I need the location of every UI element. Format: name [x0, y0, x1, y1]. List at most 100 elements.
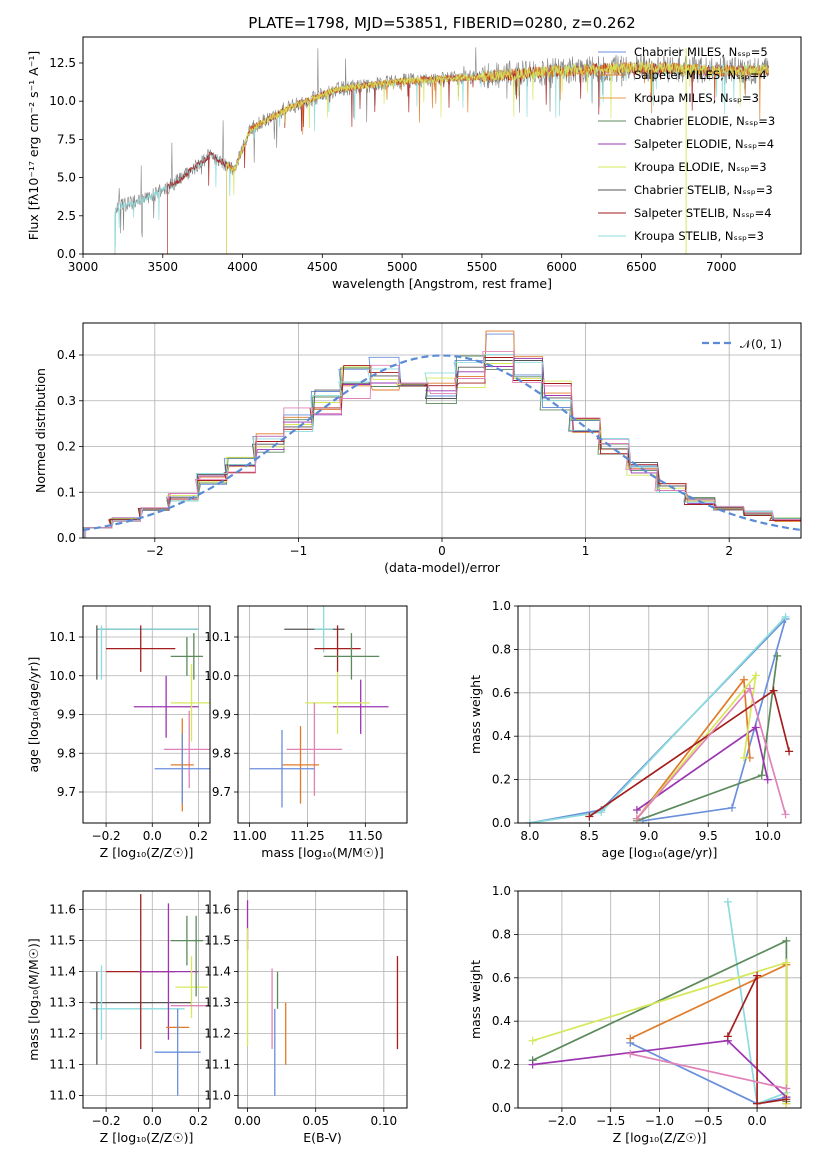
y-tick-label: 9.8: [57, 746, 76, 760]
y-tick-label: 0.3: [57, 394, 76, 408]
plot-area: [114, 47, 770, 254]
mass-weight-marker: [781, 612, 790, 621]
mass-weight-marker: [782, 936, 791, 945]
y-tick-label: 9.7: [212, 785, 231, 799]
axes-frame: [82, 36, 802, 255]
residual-histogram: [83, 330, 801, 529]
x-tick-label: 10.0: [754, 829, 781, 843]
age-vs-mass-panel: 11.00 11.25 11.50 9.7 9.8 9.9 10.0 10.1 mass [lo…: [204, 605, 408, 860]
mass-weight-marker: [597, 808, 606, 817]
x-axis-label: Z [log₁₀(Z/Z☉)]: [100, 845, 194, 860]
x-tick-label: 0.10: [370, 1114, 397, 1128]
y-tick-label: 5.0: [57, 171, 76, 185]
x-tick-label: 6000: [546, 260, 577, 274]
mass-weight-marker: [745, 684, 754, 693]
mass-weight-marker: [739, 675, 748, 684]
residual-histogram: [85, 351, 801, 538]
axes-frame: [82, 890, 211, 1109]
x-tick-label: 0.0: [748, 1114, 767, 1128]
axes-frame: [237, 890, 408, 1109]
y-tick-label: 11.4: [204, 965, 231, 979]
mass-weight-vs-age-panel: 8.0 8.5 9.0 9.5 10.0 0.0 0.2 0.4 0.6 0.8 1.0 age [l…: [468, 599, 802, 860]
mass-vs-extinction-panel: 0.00 0.05 0.10 11.0 11.1 11.2 11.3 11.4 11.5 11.6…: [204, 890, 408, 1145]
x-tick-label: 2: [725, 544, 733, 558]
x-tick-label: −2: [146, 544, 164, 558]
x-tick-label: 0.2: [189, 1114, 208, 1128]
y-axis-label: age [log₁₀(age/yr)]: [26, 657, 41, 773]
y-tick-label: 11.6: [204, 903, 231, 917]
mass-weight-marker: [739, 753, 748, 762]
plot-area: [89, 894, 210, 1096]
plot-area: [96, 625, 210, 812]
y-tick-label: 0.0: [57, 531, 76, 545]
x-axis-label: mass [log₁₀(M/M☉)]: [261, 845, 383, 860]
y-tick-label: 0.2: [492, 773, 511, 787]
x-tick-label: 4500: [307, 260, 338, 274]
x-axis-label: Z [log₁₀(Z/Z☉)]: [100, 1130, 194, 1145]
mass-weight-marker: [626, 1049, 635, 1058]
plot-area: [249, 606, 389, 808]
x-tick-label: −1: [290, 544, 308, 558]
mass-vs-metallicity-panel: −0.2 0.0 0.2 11.0 11.1 11.2 11.3 11.4 11.5 11.6 Z …: [26, 890, 211, 1145]
y-tick-label: 0.4: [492, 729, 511, 743]
y-tick-label: 0.0: [492, 816, 511, 830]
x-tick-label: 5000: [387, 260, 418, 274]
mass-weight-marker: [525, 819, 534, 823]
y-tick-label: 0.0: [57, 247, 76, 261]
x-tick-label: 0.00: [234, 1114, 261, 1128]
y-tick-label: 0.2: [57, 440, 76, 454]
residual-histogram: [83, 363, 801, 529]
y-tick-label: 11.2: [204, 1027, 231, 1041]
axes-frame: [517, 890, 802, 1109]
mass-weight-marker: [785, 747, 794, 756]
x-axis-label: Z [log₁₀(Z/Z☉)]: [613, 1130, 707, 1145]
y-tick-label: 10.1: [204, 630, 231, 644]
legend-entry: 𝒩(0, 1): [740, 337, 782, 351]
y-tick-label: 9.8: [212, 746, 231, 760]
axes-frame: [82, 322, 802, 539]
x-tick-label: −2.0: [547, 1114, 576, 1128]
y-tick-label: 11.0: [49, 1089, 76, 1103]
mass-weight-marker: [751, 671, 760, 680]
y-tick-label: 9.7: [57, 785, 76, 799]
x-tick-label: 0.05: [302, 1114, 329, 1128]
y-tick-label: 10.0: [49, 94, 76, 108]
mass-weight-marker: [626, 1034, 635, 1043]
plot-area: [246, 900, 399, 1096]
legend-entry: Chabrier MILES, Nₛₛₚ=5: [634, 45, 768, 59]
y-tick-label: 0.4: [492, 1014, 511, 1028]
y-tick-label: 2.5: [57, 209, 76, 223]
legend-entry: Salpeter MILES, Nₛₛₚ=4: [634, 68, 767, 82]
y-tick-label: 11.4: [49, 965, 76, 979]
plot-area: [83, 330, 801, 538]
y-axis-label: mass [log₁₀(M/M☉)]: [26, 938, 41, 1060]
x-tick-label: −0.2: [92, 1114, 121, 1128]
legend-entry: Chabrier ELODIE, Nₛₛₚ=3: [634, 114, 775, 128]
x-tick-label: 1: [582, 544, 590, 558]
y-tick-label: 1.0: [492, 599, 511, 613]
y-tick-label: 0.0: [492, 1101, 511, 1115]
x-axis-label: E(B-V): [303, 1130, 342, 1145]
mass-weight-marker: [528, 1036, 537, 1045]
y-tick-label: 1.0: [492, 884, 511, 898]
mass-weight-vs-metallicity-panel: −2.0 −1.5 −1.0 −0.5 0.0 0.0 0.2 0.4 0.6 0.8 1.0 Z […: [468, 884, 802, 1145]
x-tick-label: 9.5: [699, 829, 718, 843]
legend-entry: Kroupa MILES, Nₛₛₚ=3: [634, 91, 759, 105]
mass-weight-marker: [585, 812, 594, 821]
y-axis-label: mass weight: [468, 960, 483, 1039]
x-tick-label: 0.0: [143, 1114, 162, 1128]
axes-frame: [237, 605, 408, 824]
x-tick-label: 8.0: [520, 829, 539, 843]
spectrum-panel: 3000 3500 4000 4500 5000 5500 6000 6500 7000 0.0 2…: [26, 14, 802, 291]
legend-entry: Salpeter ELODIE, Nₛₛₚ=4: [634, 137, 774, 151]
y-tick-label: 0.1: [57, 485, 76, 499]
y-tick-label: 0.8: [492, 642, 511, 656]
x-axis-label: age [log₁₀(age/yr)]: [602, 845, 718, 860]
residual-histogram: [83, 333, 801, 529]
x-tick-label: 7000: [706, 260, 737, 274]
y-tick-label: 9.9: [212, 708, 231, 722]
y-axis-label: Normed distribution: [33, 368, 48, 493]
mass-weight-marker: [753, 1099, 762, 1108]
y-tick-label: 11.5: [204, 934, 231, 948]
